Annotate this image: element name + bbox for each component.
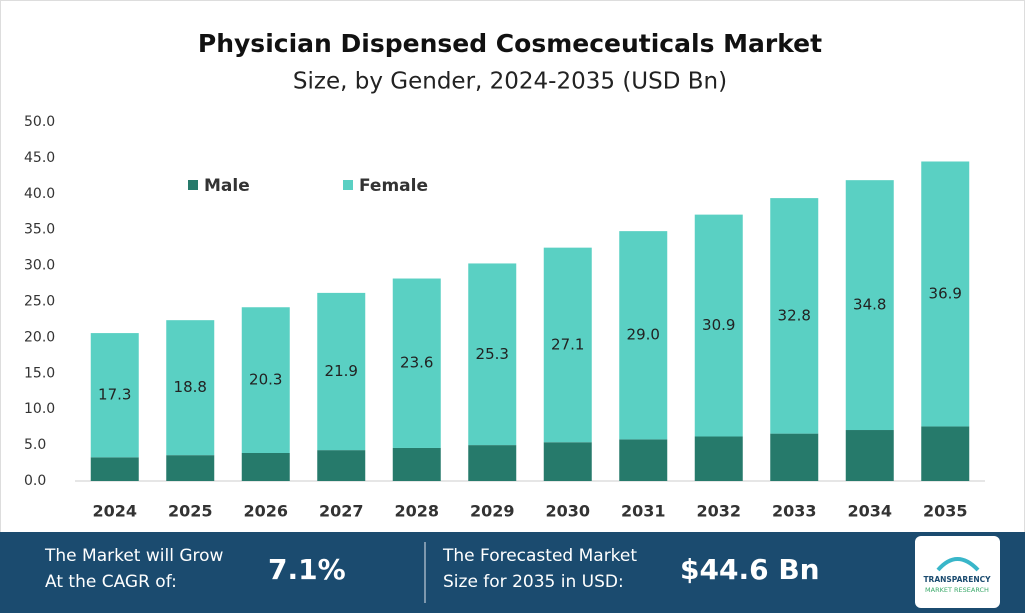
chart-subtitle: Size, by Gender, 2024-2035 (USD Bn) xyxy=(293,69,727,95)
bar-segment xyxy=(694,436,743,481)
y-tick-label: 25.0 xyxy=(24,294,55,310)
legend-swatch xyxy=(188,180,198,190)
bar-segment xyxy=(166,320,215,456)
y-tick-label: 45.0 xyxy=(24,150,55,166)
data-label: 21.9 xyxy=(325,362,358,380)
cagr-text: At the CAGR of: xyxy=(45,572,177,592)
bar-segment xyxy=(468,263,517,446)
bar-segment xyxy=(845,180,894,431)
bar-segment xyxy=(241,307,290,453)
x-tick-label: 2029 xyxy=(470,502,515,521)
data-label: 20.3 xyxy=(249,371,282,389)
data-label: 30.9 xyxy=(702,316,735,334)
bar-segment xyxy=(166,455,215,481)
forecast-text: Size for 2035 in USD: xyxy=(443,572,624,592)
x-tick-label: 2026 xyxy=(243,502,288,521)
data-label: 34.8 xyxy=(853,296,886,314)
cagr-value: 7.1% xyxy=(268,553,346,586)
bar-segment xyxy=(468,445,517,481)
data-label: 18.8 xyxy=(174,378,207,396)
legend-swatch xyxy=(343,180,353,190)
x-tick-label: 2025 xyxy=(168,502,213,521)
bar-segment xyxy=(543,442,592,481)
cagr-text: The Market will Grow xyxy=(44,546,224,566)
forecast-value: $44.6 Bn xyxy=(680,553,820,586)
y-tick-label: 0.0 xyxy=(24,473,46,489)
bar-segment xyxy=(317,450,366,481)
footer-band xyxy=(0,532,1025,613)
x-tick-label: 2035 xyxy=(923,502,968,521)
bar-segment xyxy=(90,333,139,458)
y-tick-label: 5.0 xyxy=(24,437,46,453)
data-label: 23.6 xyxy=(400,354,433,372)
data-label: 27.1 xyxy=(551,335,584,353)
y-tick-label: 35.0 xyxy=(24,222,55,238)
bar-segment xyxy=(619,231,668,440)
bar-segment xyxy=(392,278,441,448)
bar-segment xyxy=(845,430,894,481)
data-label: 25.3 xyxy=(476,345,509,363)
bar-segment xyxy=(921,426,970,481)
forecast-text: The Forecasted Market xyxy=(442,546,637,566)
y-tick-label: 20.0 xyxy=(24,329,55,345)
y-tick-label: 30.0 xyxy=(24,258,55,274)
bar-segment xyxy=(392,447,441,481)
y-tick-label: 15.0 xyxy=(24,365,55,381)
bar-segment xyxy=(770,198,819,434)
legend-label: Female xyxy=(359,176,428,196)
bar-segment xyxy=(619,439,668,481)
bar-segment xyxy=(921,161,970,427)
logo-arc xyxy=(936,557,980,572)
x-tick-label: 2027 xyxy=(319,502,364,521)
data-label: 36.9 xyxy=(929,284,962,302)
bar-segment xyxy=(90,457,139,481)
bar-segment xyxy=(241,452,290,481)
y-tick-label: 40.0 xyxy=(24,186,55,202)
bar-segment xyxy=(317,292,366,451)
y-tick-label: 50.0 xyxy=(24,114,55,130)
logo-text: MARKET RESEARCH xyxy=(925,586,989,594)
x-tick-label: 2032 xyxy=(696,502,741,521)
data-label: 32.8 xyxy=(778,306,811,324)
bar-segment xyxy=(770,433,819,481)
data-label: 17.3 xyxy=(98,386,131,404)
x-tick-label: 2024 xyxy=(92,502,137,521)
x-tick-label: 2033 xyxy=(772,502,817,521)
bar-segment xyxy=(543,247,592,443)
logo-box xyxy=(915,536,1000,608)
x-tick-label: 2030 xyxy=(545,502,590,521)
legend-label: Male xyxy=(204,176,250,196)
x-tick-label: 2031 xyxy=(621,502,666,521)
data-label: 29.0 xyxy=(627,326,660,344)
y-tick-label: 10.0 xyxy=(24,401,55,417)
x-tick-label: 2034 xyxy=(847,502,892,521)
chart-title: Physician Dispensed Cosmeceuticals Marke… xyxy=(198,29,822,58)
logo-text: TRANSPARENCY xyxy=(923,575,991,584)
bar-segment xyxy=(694,214,743,437)
x-tick-label: 2028 xyxy=(394,502,439,521)
